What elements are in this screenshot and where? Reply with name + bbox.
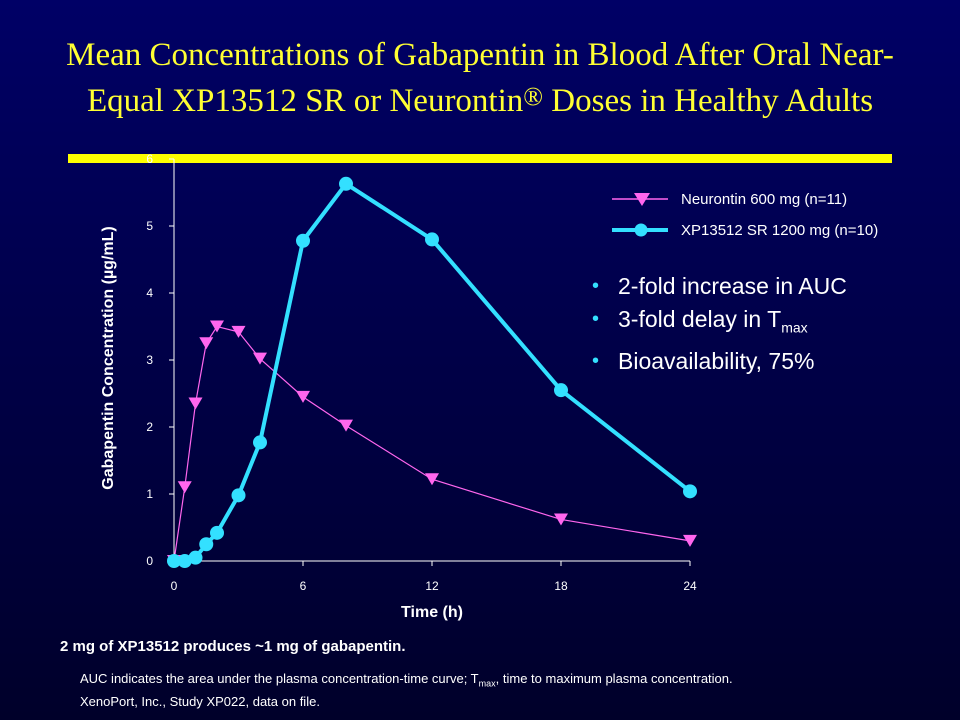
- series-xp13512-point: [425, 232, 439, 247]
- finding-bioavailability: • Bioavailability, 75%: [592, 345, 847, 378]
- y-axis-label: Gabapentin Concentration (µg/mL): [100, 226, 117, 489]
- series-xp13512-point: [253, 435, 267, 450]
- legend-neurontin-marker: [634, 193, 650, 206]
- series-neurontin-point: [199, 337, 214, 350]
- series-xp13512-point: [554, 383, 568, 398]
- title-line-2b: Doses in Healthy Adults: [543, 83, 874, 119]
- slide-title: Mean Concentrations of Gabapentin in Blo…: [0, 34, 960, 122]
- legend-xp13512-label: XP13512 SR 1200 mg (n=10): [681, 222, 878, 239]
- bullet-dot: •: [592, 275, 600, 297]
- series-neurontin-point: [296, 390, 310, 403]
- legend-xp13512-marker: [634, 223, 648, 237]
- series-neurontin-point: [253, 352, 267, 365]
- series-neurontin-point: [425, 473, 439, 486]
- y-tick-label: 1: [146, 487, 153, 501]
- bullet-dot: •: [592, 308, 600, 330]
- series-xp13512-point: [199, 537, 214, 552]
- y-tick-label: 2: [146, 420, 153, 434]
- y-tick-label: 3: [146, 353, 153, 367]
- series-neurontin-point: [188, 397, 203, 410]
- x-tick-label: 18: [554, 579, 568, 593]
- y-tick-label: 0: [146, 554, 153, 568]
- series-xp13512-point: [231, 488, 246, 503]
- title-line-1: Mean Concentrations of Gabapentin in Blo…: [66, 37, 894, 73]
- y-tick-label: 5: [146, 219, 153, 233]
- series-neurontin-point: [210, 320, 224, 333]
- series-xp13512-point: [177, 554, 192, 568]
- series-xp13512-point: [210, 525, 224, 540]
- legend-neurontin-label: Neurontin 600 mg (n=11): [681, 191, 847, 208]
- title-line-2: Equal XP13512 SR or Neurontin® Doses in …: [0, 76, 960, 122]
- title-line-2a: Equal XP13512 SR or Neurontin: [86, 83, 524, 119]
- footnote: AUC indicates the area under the plasma …: [80, 670, 940, 711]
- series-xp13512-point: [296, 233, 310, 248]
- chart-series: [167, 176, 697, 568]
- bullet-dot: •: [592, 349, 600, 372]
- footnote-line-1: AUC indicates the area under the plasma …: [80, 671, 733, 689]
- series-neurontin-point: [554, 513, 568, 526]
- series-xp13512-point: [167, 554, 181, 568]
- title-divider-bar: [68, 154, 892, 163]
- footnote-line-2: XenoPort, Inc., Study XP022, data on fil…: [80, 693, 320, 709]
- y-tick-label: 4: [146, 286, 153, 300]
- registered-mark: ®: [523, 82, 544, 111]
- series-neurontin-line: [173, 325, 691, 562]
- series-neurontin-point: [339, 419, 353, 432]
- series-xp13512-point: [188, 550, 203, 565]
- y-tick-label: 6: [146, 152, 153, 166]
- series-neurontin-point: [683, 534, 697, 547]
- finding-auc: • 2-fold increase in AUC: [592, 270, 847, 303]
- legend: Neurontin 600 mg (n=11) XP13512 SR 1200 …: [612, 191, 878, 239]
- series-xp13512-point: [339, 176, 353, 191]
- conversion-note: 2 mg of XP13512 produces ~1 mg of gabape…: [60, 638, 406, 655]
- x-tick-label: 12: [425, 579, 439, 593]
- key-findings-list: • 2-fold increase in AUC • 3-fold delay in…: [592, 270, 847, 378]
- x-axis-label: Time (h): [401, 604, 463, 621]
- x-tick-label: 0: [171, 579, 178, 593]
- series-neurontin-point: [231, 325, 246, 338]
- x-tick-label: 6: [300, 579, 307, 593]
- finding-tmax: • 3-fold delay in Tmax: [592, 303, 847, 345]
- series-xp13512-point: [683, 484, 697, 499]
- series-neurontin-point: [177, 481, 192, 494]
- x-tick-label: 24: [683, 579, 697, 593]
